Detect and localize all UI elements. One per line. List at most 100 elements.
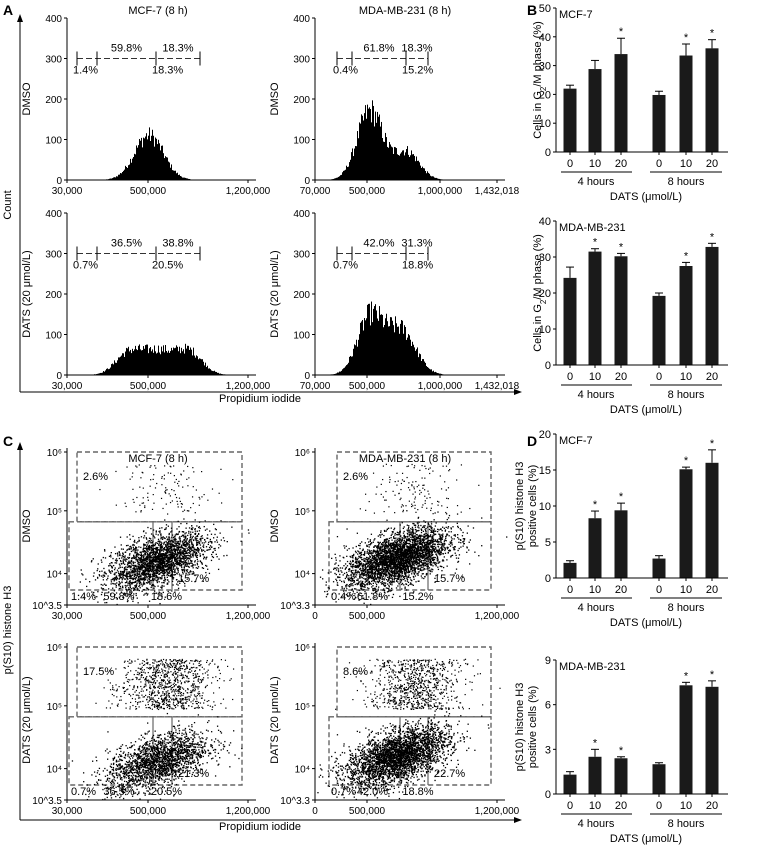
scatter-dot [165,565,168,568]
scatter-dot [181,503,183,505]
scatter-dot [135,555,137,557]
scatter-dot [179,541,181,543]
scatter-dot [139,554,142,557]
scatter-dot [169,547,171,549]
scatter-dot [158,563,160,565]
scatter-dot [172,555,174,557]
scatter-dot [414,551,416,553]
scatter-dot [121,566,123,569]
scatter-dot [127,571,129,573]
scatter-dot [160,546,163,549]
scatter-dot [420,543,422,545]
hist-bar [112,178,113,180]
scatter-dot [143,583,146,585]
scatter-dot [196,530,198,532]
scatter-dot [165,560,167,563]
scatter-dot [194,519,196,521]
scatter-dot [209,538,212,541]
scatter-dot [413,539,416,541]
scatter-dot [442,533,444,535]
scatter-dot [415,538,418,540]
hist-bar [164,158,165,180]
hist-bar [169,352,170,375]
scatter-dot [115,558,118,560]
scatter-dot [405,539,408,541]
scatter-dot [124,555,126,557]
scatter-dot [170,549,173,551]
scatter-dot [98,575,101,577]
scatter-dot [400,561,403,563]
scatter-dot [128,588,131,590]
scatter-dot [150,542,152,544]
scatter-dot [176,561,179,563]
scatter-dot [110,552,112,554]
hist-bar [383,141,384,180]
scatter-dot [226,554,228,557]
scatter-dot [170,565,172,567]
scatter-dot [176,546,178,548]
hist-bar [347,364,348,375]
scatter-dot [128,547,130,550]
scatter-dot [432,541,435,543]
scatter-dot [125,551,127,553]
scatter-dot [399,559,402,562]
hist-bar [206,367,207,375]
scatter-dot [126,594,128,596]
scatter-dot [177,587,180,590]
scatter-dot [198,526,201,528]
scatter-dot [392,560,394,562]
scatter-dot [152,548,154,550]
scatter-dot [189,537,191,539]
hist-bar [179,174,180,180]
scatter-dot [156,552,158,554]
scatter-dot [406,524,408,526]
scatter-dot [385,575,387,577]
hist-bar [358,138,359,180]
scatter-dot [186,478,188,480]
hist-bar [351,152,352,180]
scatter-dot [138,582,141,585]
scatter-dot [210,533,213,535]
scatter-dot [337,570,340,573]
scatter-dot [413,564,415,566]
scatter-dot [148,574,150,576]
scatter-dot [108,591,110,593]
scatter-dot [450,542,452,545]
hist-bar [348,362,349,375]
scatter-dot [346,574,348,577]
scatter-dot [179,537,181,540]
hist-bar [219,373,220,375]
scatter-dot [176,500,178,503]
scatter-dot [334,572,336,575]
scatter-dot [218,492,220,494]
scatter-dot [442,543,444,545]
scatter-dot [174,551,177,554]
hist-bar [413,344,414,375]
scatter-dot [130,548,132,550]
scatter-dot [190,556,193,558]
hist-bar [158,139,159,180]
scatter-dot [165,544,167,546]
hist-bar [370,325,371,375]
hist-bar [198,359,199,375]
scatter-dot [162,572,164,575]
scatter-dot [143,578,145,580]
scatter-dot [158,552,160,555]
scatter-dot [147,499,149,501]
scatter-dot [438,553,440,555]
hist-bar [150,346,151,375]
scatter-dot [183,539,186,541]
hist-bar [124,169,125,180]
hist-bar [377,318,378,375]
hist-bar [216,371,217,375]
hist-bar [178,175,179,180]
scatter-dot [159,530,161,532]
hist-bar [135,154,136,180]
hist-bar [361,114,362,180]
hist-bar [372,100,373,180]
scatter-dot [394,534,396,536]
hist-bar [355,146,356,180]
scatter-dot [143,566,145,568]
scatter-dot [158,558,160,560]
scatter-dot [385,557,388,560]
